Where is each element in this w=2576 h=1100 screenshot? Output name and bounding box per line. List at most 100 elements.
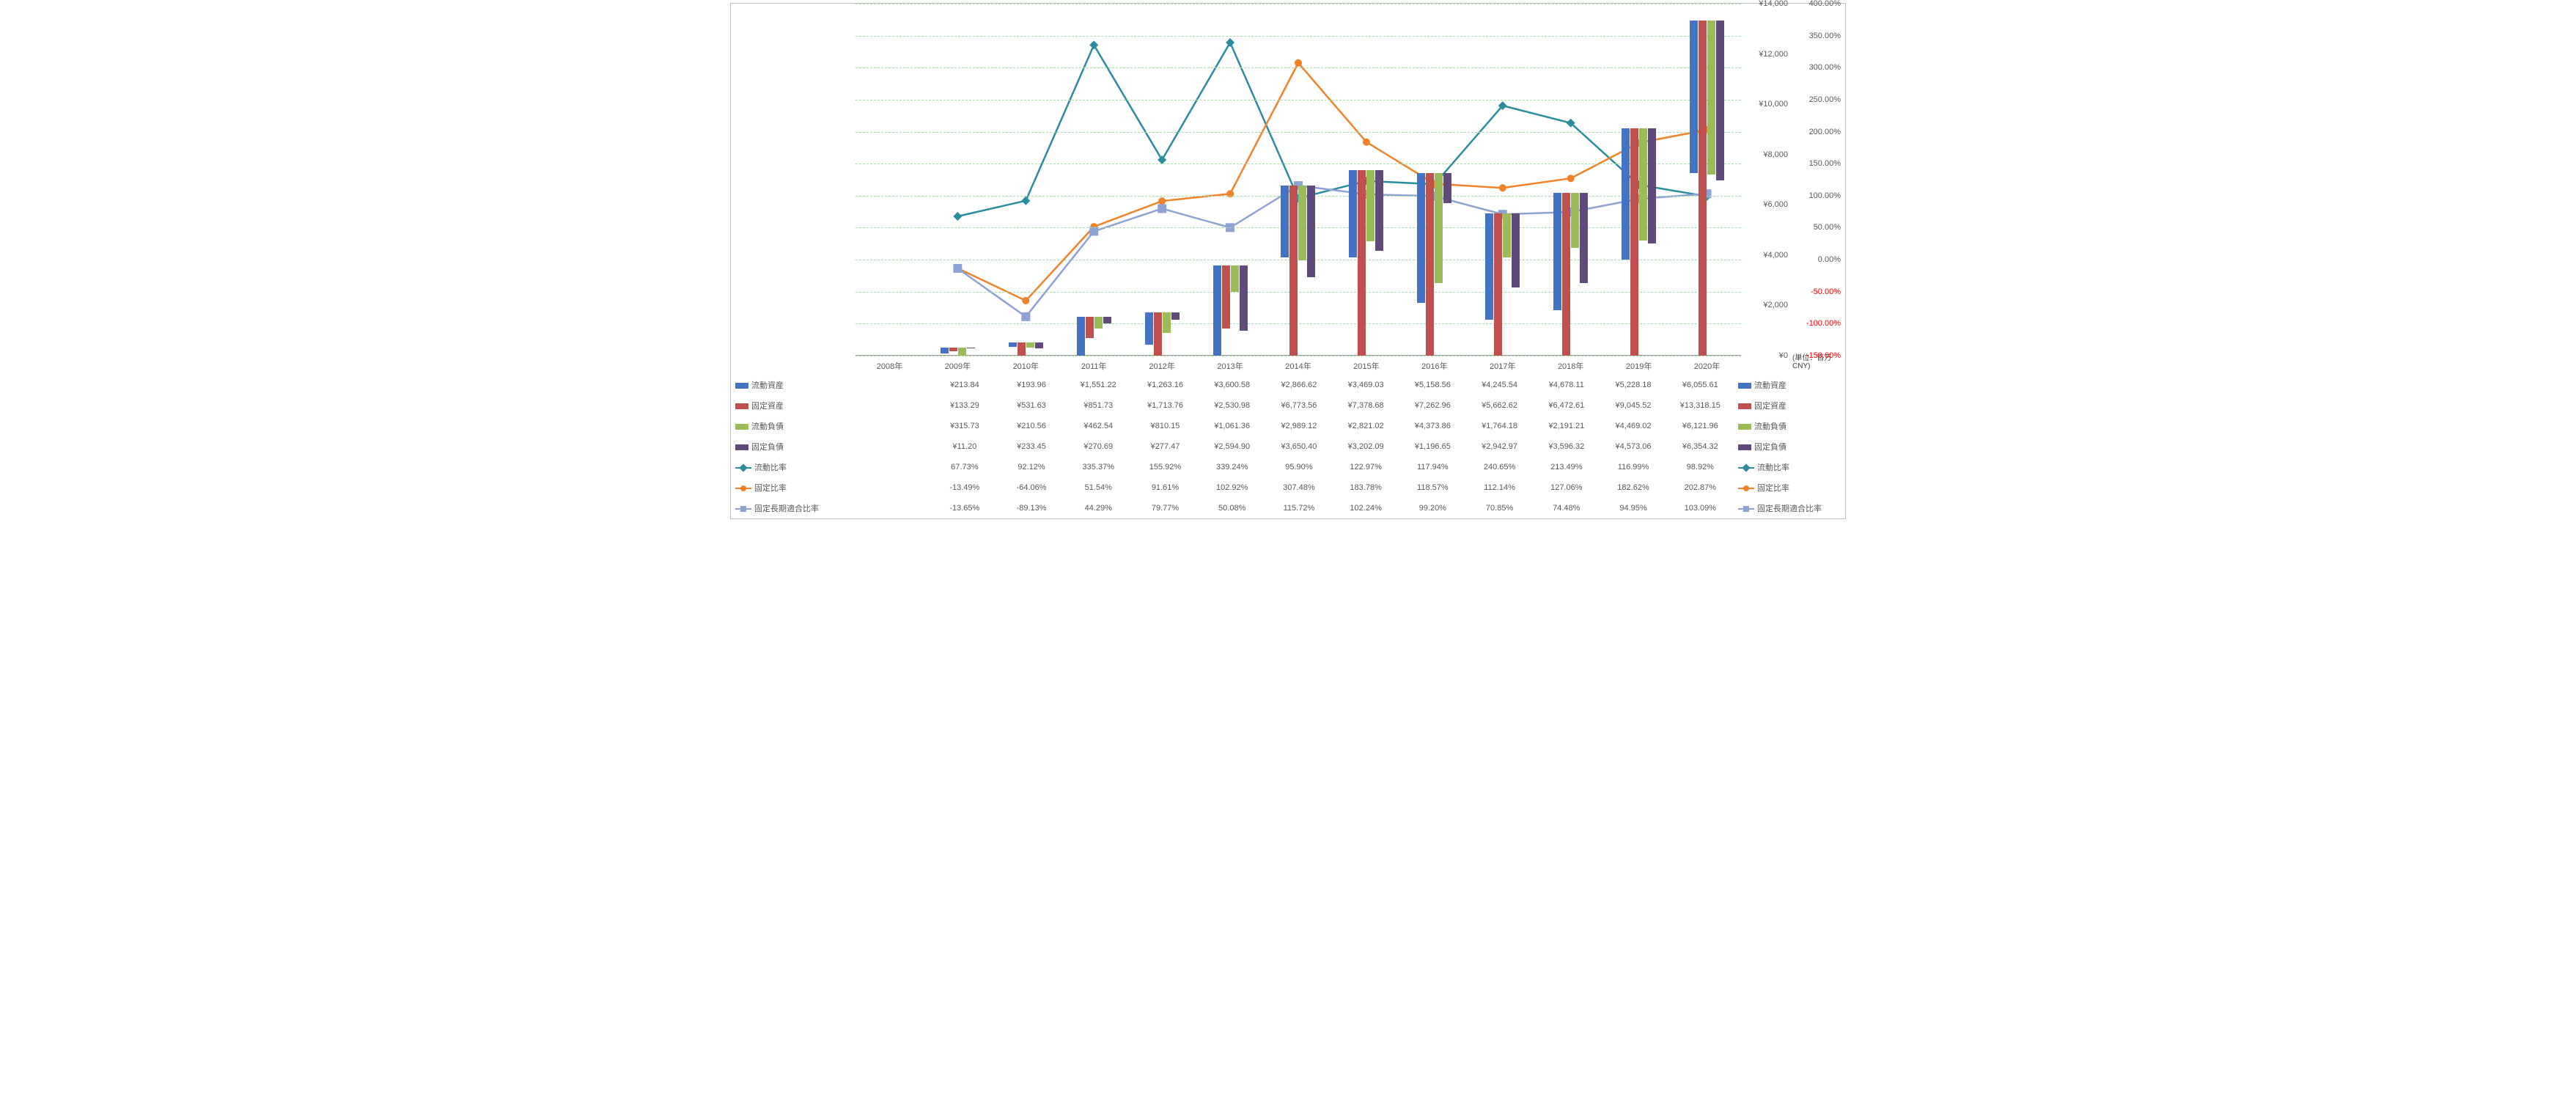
marker (1021, 312, 1030, 321)
data-cell: ¥9,045.52 (1600, 395, 1666, 416)
data-cell: ¥6,472.61 (1533, 395, 1600, 416)
data-cell: ¥270.69 (1065, 436, 1132, 457)
bar-bar1 (1077, 317, 1085, 356)
pct-tick: -150.00% (1806, 351, 1841, 360)
legend-swatch (1738, 403, 1751, 409)
data-cell: ¥851.73 (1065, 395, 1132, 416)
y-axis-percent: (単位：百万CNY) -150.00%-100.00%-50.00%0.00%5… (1792, 4, 1844, 356)
marker (1090, 223, 1097, 230)
data-cell: 117.94% (1399, 457, 1466, 477)
year-label: 2016年 (1400, 356, 1468, 375)
data-cell: ¥810.15 (1132, 416, 1199, 436)
chart-card: ¥0¥2,000¥4,000¥6,000¥8,000¥10,000¥12,000… (730, 3, 1846, 519)
table-row: 流動比率67.73%92.12%335.37%155.92%339.24%95.… (731, 457, 1845, 477)
bar-bar2 (1426, 173, 1434, 356)
series-label: 流動負債 (731, 416, 864, 436)
legend-swatch (1738, 504, 1754, 514)
data-cell: ¥2,942.97 (1466, 436, 1533, 457)
data-cell: ¥6,055.61 (1667, 375, 1734, 395)
bar-bar3 (1163, 312, 1171, 333)
data-cell: 307.48% (1265, 477, 1332, 498)
data-cell: ¥5,662.62 (1466, 395, 1533, 416)
bar-bar4 (1512, 213, 1520, 287)
marker (1021, 197, 1030, 205)
data-cell (864, 395, 931, 416)
table-row: 流動資産¥213.84¥193.96¥1,551.22¥1,263.16¥3,6… (731, 375, 1845, 395)
marker (1363, 139, 1370, 146)
bar-bar3 (1435, 173, 1443, 283)
bar-bar2 (1358, 170, 1366, 356)
data-cell: ¥277.47 (1132, 436, 1199, 457)
data-cell: ¥462.54 (1065, 416, 1132, 436)
bar-bar2 (1086, 317, 1094, 338)
bar-bar2 (949, 348, 957, 351)
data-cell: 115.72% (1265, 498, 1332, 518)
legend-swatch (1738, 424, 1751, 430)
data-cell: 92.12% (998, 457, 1064, 477)
data-cell: -64.06% (998, 477, 1064, 498)
data-cell: 50.08% (1199, 498, 1265, 518)
data-cell: ¥1,061.36 (1199, 416, 1265, 436)
bar-bar3 (1571, 193, 1579, 248)
data-cell: ¥3,650.40 (1265, 436, 1332, 457)
bars-group (1332, 170, 1400, 356)
bar-bar2 (1630, 128, 1638, 356)
data-cell: ¥1,263.16 (1132, 375, 1199, 395)
yen-tick: ¥0 (1779, 351, 1788, 360)
bar-bar1 (1622, 128, 1630, 260)
data-cell: 112.14% (1466, 477, 1533, 498)
data-table: 流動資産¥213.84¥193.96¥1,551.22¥1,263.16¥3,6… (731, 375, 1845, 518)
series-label-right: 固定長期適合比率 (1734, 498, 1845, 518)
data-cell: ¥4,245.54 (1466, 375, 1533, 395)
marker (953, 264, 962, 273)
data-cell: ¥1,764.18 (1466, 416, 1533, 436)
bars-group (1060, 317, 1128, 356)
series-label: 固定長期適合比率 (731, 498, 864, 518)
bar-bar3 (958, 348, 966, 356)
bar-bar3 (1298, 186, 1306, 260)
bar-bar4 (1035, 342, 1043, 348)
series-label-right: 固定負債 (1734, 436, 1845, 457)
year-label: 2008年 (855, 356, 924, 375)
legend-swatch (735, 403, 748, 409)
series-label: 固定比率 (731, 477, 864, 498)
pct-tick: 250.00% (1809, 95, 1841, 104)
series-name: 流動負債 (751, 422, 784, 431)
data-cell: 183.78% (1333, 477, 1399, 498)
marker (1567, 175, 1575, 182)
yen-tick: ¥10,000 (1759, 100, 1788, 109)
bar-bar2 (1154, 312, 1162, 356)
series-name: 固定負債 (1754, 443, 1786, 452)
data-cell: 118.57% (1399, 477, 1466, 498)
series-name: 流動資産 (751, 381, 784, 390)
data-cell: 44.29% (1065, 498, 1132, 518)
year-label: 2013年 (1196, 356, 1265, 375)
data-cell: 127.06% (1533, 477, 1600, 498)
data-cell: 98.92% (1667, 457, 1734, 477)
pct-tick: 100.00% (1809, 191, 1841, 200)
series-name: 固定比率 (754, 484, 787, 493)
data-cell (864, 416, 931, 436)
legend-swatch (735, 504, 751, 514)
series-label-right: 固定資産 (1734, 395, 1845, 416)
data-cell: ¥133.29 (931, 395, 998, 416)
data-cell: ¥315.73 (931, 416, 998, 436)
bar-bar3 (1026, 342, 1034, 348)
year-label: 2019年 (1605, 356, 1673, 375)
data-cell: ¥3,469.03 (1333, 375, 1399, 395)
data-cell: 213.49% (1533, 457, 1600, 477)
bar-bar4 (1375, 170, 1383, 251)
marker (1089, 40, 1098, 49)
marker (1567, 119, 1575, 128)
data-cell: ¥5,228.18 (1600, 375, 1666, 395)
data-cell (864, 375, 931, 395)
year-label: 2014年 (1265, 356, 1333, 375)
bar-bar2 (1289, 186, 1298, 356)
marker (1226, 38, 1234, 47)
bar-bar2 (1494, 213, 1502, 356)
pct-tick: 150.00% (1809, 159, 1841, 168)
data-cell: ¥2,866.62 (1265, 375, 1332, 395)
bar-bar1 (1417, 173, 1425, 303)
series-label-right: 流動負債 (1734, 416, 1845, 436)
bars-group (1468, 213, 1537, 356)
